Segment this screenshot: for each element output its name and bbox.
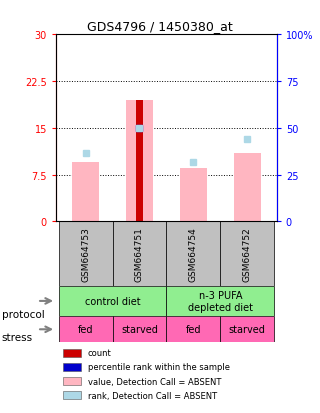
Bar <box>59 316 113 343</box>
Text: fed: fed <box>186 325 201 335</box>
Bar <box>63 377 81 385</box>
Text: GDS4796 / 1450380_at: GDS4796 / 1450380_at <box>87 20 233 33</box>
Bar <box>220 316 274 343</box>
Text: fed: fed <box>78 325 93 335</box>
Text: GSM664753: GSM664753 <box>81 227 90 281</box>
Bar <box>72 163 99 222</box>
Bar <box>126 100 153 222</box>
Text: GSM664752: GSM664752 <box>243 227 252 281</box>
Bar <box>166 316 220 343</box>
Bar <box>166 286 274 316</box>
Text: protocol: protocol <box>2 310 44 320</box>
Bar <box>63 363 81 371</box>
Bar <box>63 391 81 399</box>
Text: starved: starved <box>121 325 158 335</box>
Text: control diet: control diet <box>85 296 140 306</box>
Bar <box>59 222 113 286</box>
Text: GSM664751: GSM664751 <box>135 227 144 281</box>
Bar <box>113 316 166 343</box>
Bar <box>234 153 261 222</box>
Text: stress: stress <box>2 332 33 342</box>
Bar <box>59 286 166 316</box>
Text: value, Detection Call = ABSENT: value, Detection Call = ABSENT <box>88 377 221 386</box>
Text: starved: starved <box>229 325 266 335</box>
Bar <box>113 222 166 286</box>
Bar <box>136 100 143 222</box>
Text: percentile rank within the sample: percentile rank within the sample <box>88 363 230 372</box>
Bar <box>63 349 81 357</box>
Bar <box>220 222 274 286</box>
Text: n-3 PUFA
depleted diet: n-3 PUFA depleted diet <box>188 290 253 312</box>
Bar <box>180 169 207 222</box>
Bar <box>166 222 220 286</box>
Text: rank, Detection Call = ABSENT: rank, Detection Call = ABSENT <box>88 391 217 400</box>
Text: GSM664754: GSM664754 <box>189 227 198 281</box>
Text: count: count <box>88 349 112 357</box>
